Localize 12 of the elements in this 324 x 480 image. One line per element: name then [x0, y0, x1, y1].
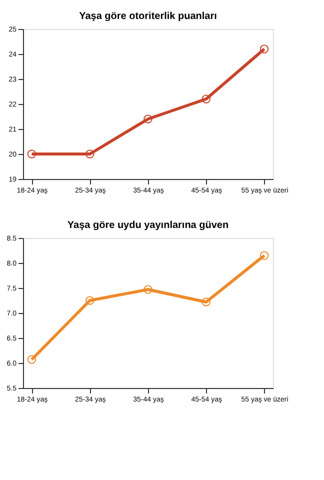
point [27, 355, 36, 364]
point [144, 114, 152, 124]
point [27, 150, 36, 158]
point [260, 251, 269, 260]
point [85, 296, 94, 305]
point [260, 44, 269, 54]
point [85, 150, 94, 158]
chart-title: Yaşa göre otoriterlik puanları [79, 11, 218, 22]
point [202, 298, 211, 306]
point [144, 285, 152, 294]
point [202, 94, 211, 104]
chart-title: Yaşa göre uydu yayınlarına güven [67, 220, 229, 231]
